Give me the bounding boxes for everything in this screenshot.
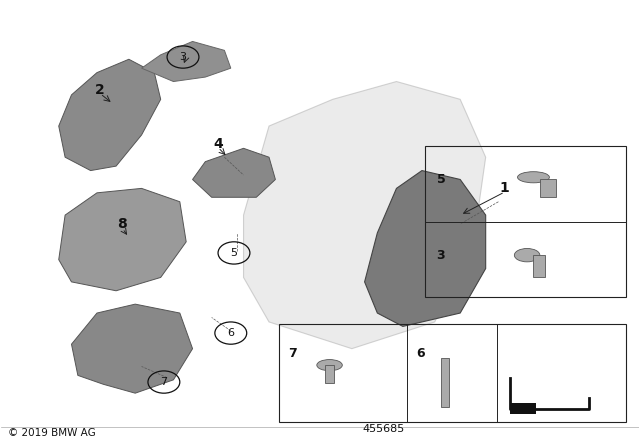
Text: 1: 1: [500, 181, 509, 195]
Text: 6: 6: [417, 347, 425, 360]
Bar: [540, 180, 556, 197]
Polygon shape: [365, 171, 486, 327]
Text: 4: 4: [213, 137, 223, 151]
Text: 2: 2: [95, 83, 105, 97]
Bar: [534, 255, 545, 277]
Bar: [510, 403, 536, 414]
Text: 7: 7: [160, 377, 168, 387]
Ellipse shape: [317, 360, 342, 370]
Polygon shape: [193, 148, 275, 197]
Bar: [325, 365, 334, 383]
Ellipse shape: [515, 249, 540, 262]
Text: 8: 8: [118, 217, 127, 231]
Text: 5: 5: [436, 173, 445, 186]
Text: 455685: 455685: [363, 424, 405, 434]
Polygon shape: [72, 304, 193, 393]
Polygon shape: [244, 82, 486, 349]
Bar: [425, 146, 626, 297]
Polygon shape: [59, 188, 186, 291]
Polygon shape: [59, 59, 161, 171]
Text: 6: 6: [227, 328, 234, 338]
Text: 3: 3: [436, 249, 445, 262]
Polygon shape: [141, 42, 231, 82]
Bar: [278, 324, 626, 422]
Text: 5: 5: [230, 248, 237, 258]
Bar: [442, 358, 449, 407]
Text: © 2019 BMW AG: © 2019 BMW AG: [8, 428, 95, 438]
Text: 7: 7: [288, 347, 297, 360]
Ellipse shape: [518, 172, 549, 183]
Text: 3: 3: [179, 52, 186, 62]
